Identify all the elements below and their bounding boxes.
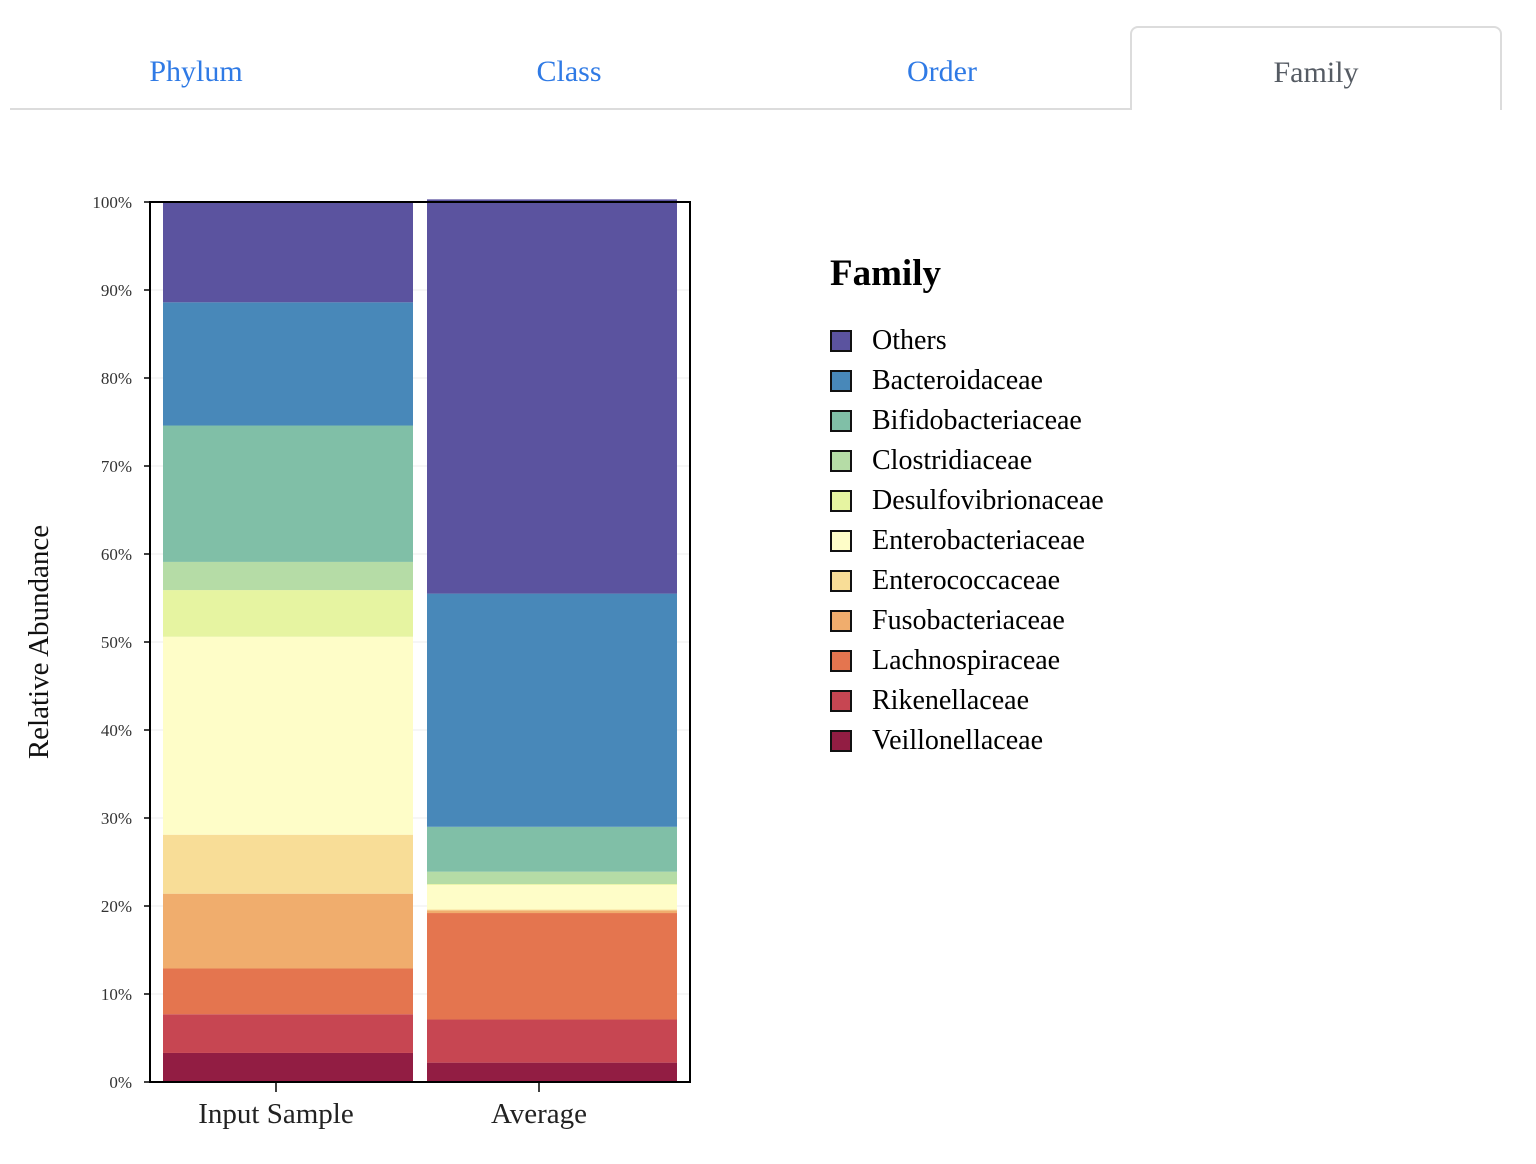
y-tick-label: 10% xyxy=(101,985,132,1004)
legend-swatch xyxy=(830,330,852,352)
bar-segment-fusobacteriaceae[interactable] xyxy=(427,910,677,914)
tab-family[interactable]: Family xyxy=(1130,26,1502,110)
legend-swatch xyxy=(830,490,852,512)
legend-item[interactable]: Bacteroidaceae xyxy=(830,361,1230,401)
bar-segment-enterococcaceae[interactable] xyxy=(427,909,677,911)
legend-swatch xyxy=(830,410,852,432)
legend-item[interactable]: Rikenellaceae xyxy=(830,681,1230,721)
legend-label: Fusobacteriaceae xyxy=(872,605,1065,636)
y-tick-label: 20% xyxy=(101,897,132,916)
legend-label: Rikenellaceae xyxy=(872,685,1030,716)
tab-class-label: Class xyxy=(536,55,602,88)
legend-swatch xyxy=(830,530,852,552)
tab-phylum-label: Phylum xyxy=(149,55,243,88)
legend-item[interactable]: Enterobacteriaceae xyxy=(830,521,1230,561)
x-tick-label: Input Sample xyxy=(198,1098,353,1130)
tab-divider xyxy=(10,108,1131,110)
bar-segment-fusobacteriaceae[interactable] xyxy=(163,893,413,969)
legend-label: Desulfovibrionaceae xyxy=(872,485,1104,516)
legend-item[interactable]: Enterococcaceae xyxy=(830,561,1230,601)
y-tick-label: 60% xyxy=(101,545,132,564)
legend-swatch xyxy=(830,650,852,672)
bar-segment-others[interactable] xyxy=(163,202,413,303)
plot-frame xyxy=(149,201,691,1083)
y-tick-label: 0% xyxy=(109,1073,132,1092)
bar-stacks xyxy=(163,199,677,1082)
legend-swatch xyxy=(830,450,852,472)
bar-segment-bifidobacteriaceae[interactable] xyxy=(427,826,677,872)
legend-label: Bifidobacteriaceae xyxy=(872,405,1082,436)
bar-segment-lachnospiraceae[interactable] xyxy=(427,913,677,1020)
bar-segment-clostridiaceae[interactable] xyxy=(427,871,677,884)
bar-segment-enterobacteriaceae[interactable] xyxy=(163,636,413,835)
legend-label: Lachnospiraceae xyxy=(872,645,1061,676)
legend-label: Clostridiaceae xyxy=(872,445,1033,476)
legend-label: Veillonellaceae xyxy=(872,725,1044,756)
legend-swatch xyxy=(830,370,852,392)
y-tick-label: 100% xyxy=(92,193,132,212)
legend-item[interactable]: Desulfovibrionaceae xyxy=(830,481,1230,521)
tab-phylum[interactable]: Phylum xyxy=(10,26,382,110)
bar-segment-lachnospiraceae[interactable] xyxy=(163,968,413,1015)
bar-segment-enterococcaceae[interactable] xyxy=(163,834,413,894)
bar-segment-rikenellaceae[interactable] xyxy=(163,1014,413,1053)
y-tick-label: 70% xyxy=(101,457,132,476)
legend-title: Family xyxy=(830,253,941,294)
legend-items: Others Bacteroidaceae Bifidobacteriaceae Cl… xyxy=(830,321,1230,761)
legend-swatch xyxy=(830,690,852,712)
y-tick-label: 40% xyxy=(101,721,132,740)
legend-item[interactable]: Others xyxy=(830,321,1230,361)
taxonomy-tabs: Phylum Class Order Family xyxy=(10,26,1502,110)
bar-segment-bacteroidaceae[interactable] xyxy=(163,302,413,426)
bar-segment-bacteroidaceae[interactable] xyxy=(427,593,677,827)
legend-item[interactable]: Fusobacteriaceae xyxy=(830,601,1230,641)
tab-order-label: Order xyxy=(907,55,977,88)
legend-label: Enterobacteriaceae xyxy=(872,525,1085,556)
legend: Family Others Bacteroidaceae Bifidobacteri… xyxy=(830,252,1230,761)
y-tick-label: 30% xyxy=(101,809,132,828)
bar-segment-desulfovibrionaceae[interactable] xyxy=(427,884,677,885)
bar-segment-desulfovibrionaceae[interactable] xyxy=(163,590,413,637)
legend-label: Bacteroidaceae xyxy=(872,365,1043,396)
legend-item[interactable]: Bifidobacteriaceae xyxy=(830,401,1230,441)
y-axis-title: Relative Abundance xyxy=(23,525,55,759)
legend-label: Enterococcaceae xyxy=(872,565,1061,596)
legend-swatch xyxy=(830,730,852,752)
bar-segment-bifidobacteriaceae[interactable] xyxy=(163,425,413,562)
bar-segment-clostridiaceae[interactable] xyxy=(163,561,413,591)
x-tick-label: Average xyxy=(491,1098,587,1130)
bar-segment-rikenellaceae[interactable] xyxy=(427,1019,677,1063)
legend-label: Others xyxy=(872,325,947,356)
axes: 0% 10% 20% 30% 40% 50% 60% 70% 80% 90% 100% Input S… xyxy=(92,193,691,1130)
legend-swatch xyxy=(830,610,852,632)
legend-swatch xyxy=(830,570,852,592)
bar-segment-others[interactable] xyxy=(427,199,677,594)
y-tick-label: 90% xyxy=(101,281,132,300)
bar-segment-veillonellaceae[interactable] xyxy=(163,1052,413,1082)
legend-item[interactable]: Veillonellaceae xyxy=(830,721,1230,761)
y-tick-label: 80% xyxy=(101,369,132,388)
bar-segment-enterobacteriaceae[interactable] xyxy=(427,884,677,910)
legend-item[interactable]: Clostridiaceae xyxy=(830,441,1230,481)
y-tick-label: 50% xyxy=(101,633,132,652)
tab-family-label: Family xyxy=(1273,56,1359,89)
bar-segment-veillonellaceae[interactable] xyxy=(427,1062,677,1082)
legend-item[interactable]: Lachnospiraceae xyxy=(830,641,1230,681)
tab-order[interactable]: Order xyxy=(756,26,1128,110)
tab-class[interactable]: Class xyxy=(383,26,755,110)
